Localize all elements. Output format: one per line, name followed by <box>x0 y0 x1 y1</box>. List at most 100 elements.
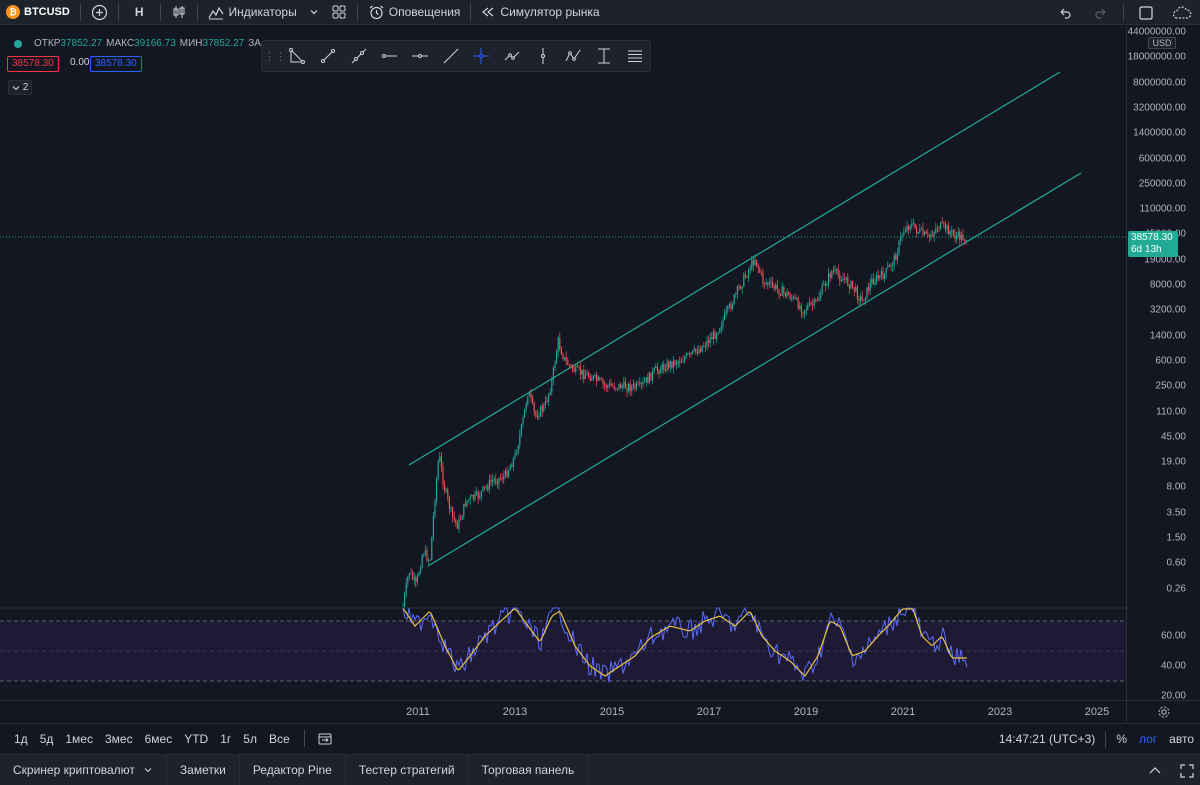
ray-tool-button[interactable] <box>343 42 374 70</box>
candle-body <box>639 383 641 384</box>
extended-line-button[interactable] <box>435 42 466 70</box>
candle-body <box>770 281 772 283</box>
redo-button[interactable] <box>1083 0 1119 25</box>
legend-collapse-button[interactable]: 2 <box>8 80 32 95</box>
chart-type-button[interactable] <box>165 0 193 25</box>
candle-body <box>528 393 530 397</box>
candle-body <box>922 228 924 235</box>
tab-notes[interactable]: Заметки <box>167 754 240 785</box>
sell-button[interactable]: 38578.30 <box>7 56 59 72</box>
candle-body <box>629 384 631 392</box>
goto-date-button[interactable] <box>309 726 341 751</box>
polyline-tool-button[interactable] <box>558 42 589 70</box>
candle-body <box>637 383 639 385</box>
candle-body <box>436 479 438 501</box>
price-axis[interactable]: 44000000.00 18000000.00 8000000.00 3200000.… <box>1126 26 1200 702</box>
channel-upper-line[interactable] <box>408 71 1061 466</box>
candle-body <box>714 331 716 339</box>
clock[interactable]: 14:47:21 (UTC+3) <box>998 732 1096 746</box>
more-tools-button[interactable] <box>619 42 650 70</box>
auto-scale-button[interactable]: авто <box>1169 732 1194 746</box>
percent-scale-button[interactable]: % <box>1116 732 1127 746</box>
candle-body <box>615 388 617 390</box>
candle-body <box>890 264 892 267</box>
candle-body <box>876 274 878 282</box>
cloud-save-button[interactable] <box>1164 0 1200 25</box>
chart-pane[interactable]: ОТКР 37852.27 МАКС 39166.73 МИН 37852.27… <box>0 26 1126 700</box>
candle-body <box>701 346 703 352</box>
candle-body <box>882 271 884 280</box>
year-tick-label: 2023 <box>987 706 1013 718</box>
candle-body <box>703 346 705 347</box>
path-tool-button[interactable] <box>497 42 528 70</box>
horizontal-line-button[interactable] <box>405 42 436 70</box>
log-scale-button[interactable]: лог <box>1138 732 1158 746</box>
candle-body <box>760 272 762 274</box>
candle-body <box>767 282 769 285</box>
candle-body <box>437 461 439 480</box>
divider <box>356 3 358 21</box>
candle-body <box>410 572 412 574</box>
tab-label: Тестер стратегий <box>358 763 455 777</box>
currency-button[interactable]: USD <box>1148 37 1176 49</box>
candle-body <box>864 298 866 301</box>
candle-body <box>439 456 441 462</box>
layout-button[interactable] <box>1128 0 1164 25</box>
price-chart[interactable] <box>0 26 1126 700</box>
candle-body <box>664 369 666 371</box>
range-button[interactable]: YTD <box>184 731 209 746</box>
compare-symbol-button[interactable] <box>85 0 114 25</box>
candle-body <box>600 378 602 380</box>
horizontal-ray-button[interactable] <box>374 42 405 70</box>
candle-body <box>720 326 722 329</box>
candle-body <box>949 231 951 235</box>
tab-trading-panel[interactable]: Торговая панель <box>469 754 589 785</box>
replay-button[interactable]: Симулятор рынка <box>475 0 605 25</box>
range-button[interactable]: 6мес <box>144 731 173 746</box>
vertical-line-button[interactable] <box>527 42 558 70</box>
time-axis[interactable]: 2011 2013 2015 2017 2019 2021 2023 2025 <box>0 700 1126 722</box>
range-button[interactable]: 1д <box>14 731 28 746</box>
range-button[interactable]: 1мес <box>65 731 93 746</box>
range-button[interactable]: 1г <box>220 731 232 746</box>
range-button[interactable]: Все <box>268 731 290 746</box>
candle-body <box>428 560 430 561</box>
undo-button[interactable] <box>1047 0 1083 25</box>
range-button[interactable]: 5л <box>243 731 257 746</box>
range-button[interactable]: 5д <box>39 731 54 746</box>
candle-body <box>749 269 751 271</box>
buy-button[interactable]: 38578.30 <box>90 56 142 72</box>
chevron-up-icon[interactable] <box>1148 764 1162 778</box>
candle-body <box>765 282 767 284</box>
templates-button[interactable] <box>325 0 353 25</box>
channel-lower-line[interactable] <box>427 172 1082 567</box>
candle-body <box>724 312 726 320</box>
cross-line-button[interactable] <box>466 42 497 70</box>
alerts-button[interactable]: Оповещения <box>362 0 467 25</box>
trend-line-button[interactable] <box>313 42 344 70</box>
angle-tool-button[interactable] <box>282 42 313 70</box>
drag-handle-icon[interactable]: ⋮⋮ <box>264 50 286 63</box>
divider <box>159 3 161 21</box>
high-key: МАКС <box>106 38 135 49</box>
interval-button[interactable]: Н <box>123 0 156 25</box>
maximize-icon[interactable] <box>1180 763 1194 778</box>
tab-pine-editor[interactable]: Редактор Pine <box>240 754 346 785</box>
price-range-button[interactable] <box>589 42 620 70</box>
tab-crypto-screener[interactable]: Скринер криптовалют <box>0 754 167 785</box>
candle-body <box>772 281 774 286</box>
chart-settings-button[interactable] <box>1126 700 1200 722</box>
candle-body <box>858 298 860 301</box>
candle-body <box>727 306 729 311</box>
candle-body <box>520 424 522 435</box>
candle-body <box>813 299 815 306</box>
candle-body <box>616 388 618 390</box>
indicators-button[interactable]: Индикаторы <box>202 0 325 25</box>
candle-body <box>445 489 447 491</box>
candle-body <box>511 465 513 467</box>
range-button[interactable]: 3мес <box>104 731 133 746</box>
tab-strategy-tester[interactable]: Тестер стратегий <box>346 754 469 785</box>
divider <box>117 3 119 21</box>
symbol-search[interactable]: ₿ BTCUSD <box>0 0 76 25</box>
candle-body <box>671 361 673 368</box>
